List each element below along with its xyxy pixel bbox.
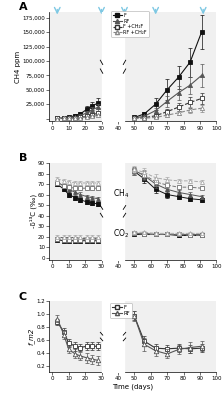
- Legend: F, RF, F +CH₂F, RF +CH₂F: F, RF, F +CH₂F, RF +CH₂F: [111, 11, 149, 37]
- Y-axis label: CH4 ppm: CH4 ppm: [15, 51, 21, 83]
- Text: CO$_2$: CO$_2$: [113, 228, 129, 240]
- Text: CH$_4$: CH$_4$: [113, 188, 129, 200]
- Y-axis label: -δ¹³C (‰): -δ¹³C (‰): [29, 194, 37, 228]
- X-axis label: Time (days): Time (days): [112, 384, 153, 390]
- Text: B: B: [19, 153, 27, 163]
- Text: A: A: [19, 2, 28, 12]
- Legend: F, RF: F, RF: [110, 303, 132, 318]
- Text: C: C: [19, 292, 27, 302]
- Y-axis label: f_m2: f_m2: [28, 328, 35, 345]
